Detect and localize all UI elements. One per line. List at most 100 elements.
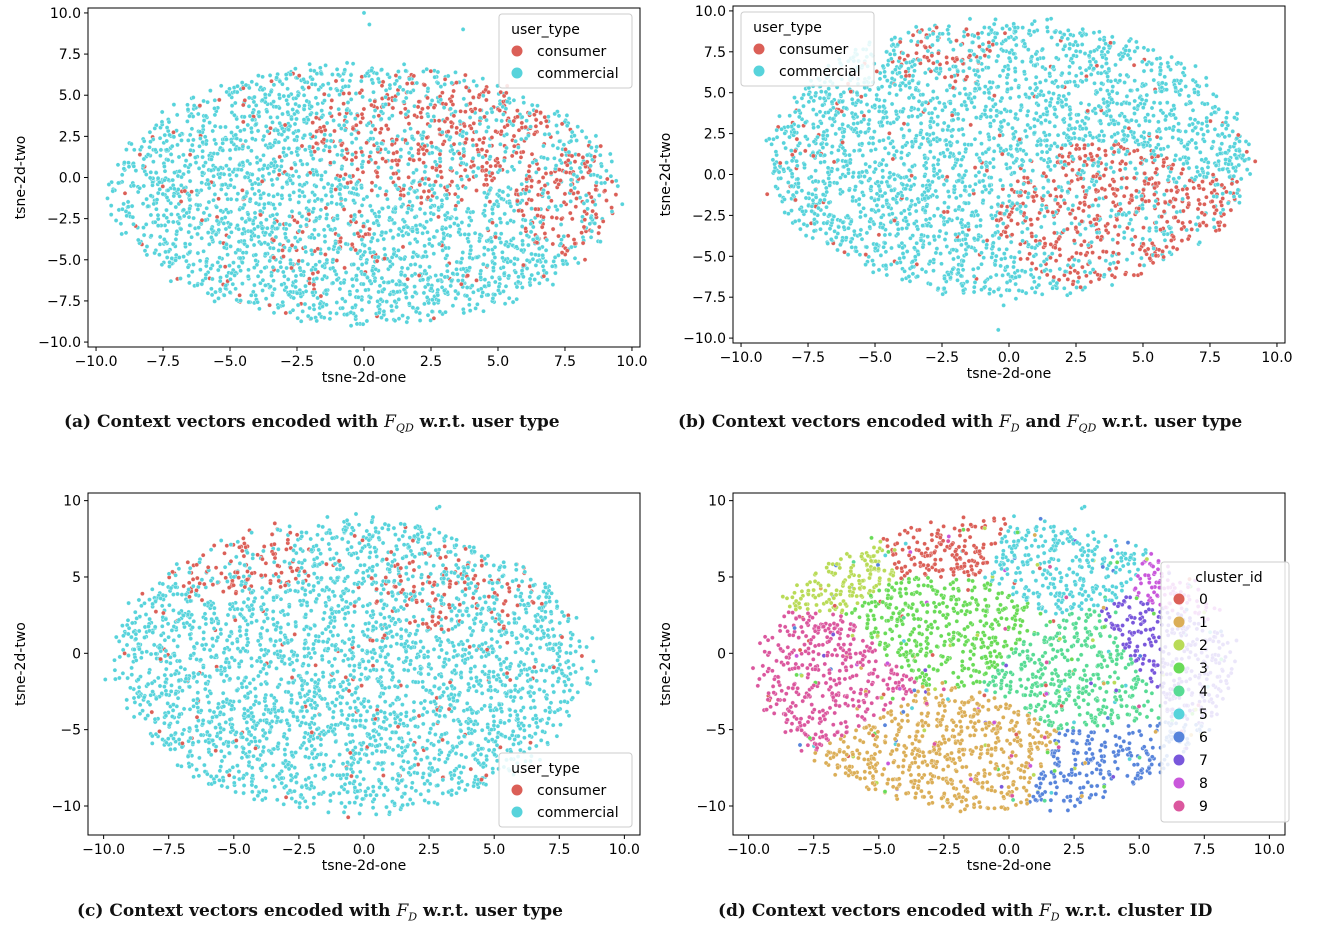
point-commercial [420, 277, 426, 282]
point-commercial [254, 160, 260, 165]
point-commercial [287, 193, 292, 198]
point-commercial [353, 91, 359, 96]
point-commercial [293, 284, 298, 290]
point-commercial [1087, 65, 1092, 71]
point-consumer [418, 110, 423, 115]
point-consumer [323, 252, 328, 257]
point-commercial [167, 264, 172, 269]
point-commercial [209, 292, 215, 298]
point-commercial [506, 295, 512, 301]
point-consumer [489, 178, 495, 183]
point-commercial [223, 192, 229, 197]
point-commercial [568, 138, 574, 144]
point-commercial [530, 160, 536, 165]
point-commercial [1047, 71, 1052, 76]
point-consumer [549, 215, 555, 220]
point-commercial [297, 182, 303, 187]
point-consumer [1131, 272, 1137, 278]
point-consumer [474, 188, 479, 193]
point-commercial [869, 195, 874, 201]
point-commercial [552, 255, 558, 260]
point-commercial [222, 293, 227, 298]
point-commercial [275, 268, 281, 273]
point-commercial [1016, 85, 1021, 90]
point-commercial [466, 223, 472, 228]
point-commercial [508, 218, 513, 223]
point-commercial [1219, 141, 1225, 146]
point-commercial [367, 98, 373, 103]
point-commercial [897, 70, 902, 75]
point-commercial [359, 203, 365, 208]
point-commercial [994, 253, 999, 259]
point-commercial [476, 165, 481, 171]
point-commercial [465, 206, 471, 212]
point-commercial [976, 59, 981, 64]
x-tick-label: 5.0 [487, 354, 509, 370]
point-commercial [315, 101, 320, 107]
point-commercial [449, 147, 455, 153]
point-commercial [285, 109, 290, 115]
point-commercial [362, 243, 367, 248]
point-commercial [316, 87, 321, 92]
point-commercial [167, 260, 172, 265]
point-commercial [184, 258, 189, 264]
point-commercial [246, 274, 251, 279]
point-commercial [377, 185, 383, 191]
point-commercial [958, 42, 964, 48]
point-commercial [212, 123, 218, 129]
point-commercial [361, 196, 366, 202]
point-commercial [1188, 116, 1193, 121]
point-commercial [453, 207, 458, 212]
point-commercial [866, 109, 872, 114]
point-consumer [380, 79, 386, 85]
point-commercial [262, 163, 267, 168]
point-commercial [1203, 75, 1209, 81]
point-commercial [982, 172, 987, 178]
point-commercial [400, 87, 406, 93]
scatter-points [105, 10, 625, 328]
point-commercial [196, 111, 201, 117]
point-commercial [505, 220, 510, 226]
point-commercial [140, 201, 146, 206]
point-commercial [1052, 141, 1057, 146]
point-commercial [450, 156, 455, 162]
point-commercial [1246, 142, 1252, 147]
point-commercial [256, 188, 262, 194]
point-commercial [514, 284, 520, 290]
point-commercial [253, 103, 259, 108]
point-consumer [258, 212, 263, 218]
point-consumer [389, 142, 395, 147]
point-commercial [417, 206, 423, 212]
point-commercial [464, 102, 469, 108]
point-commercial [232, 273, 237, 278]
point-commercial [238, 255, 243, 261]
point-commercial [438, 183, 443, 188]
point-commercial [1002, 256, 1008, 261]
point-commercial [602, 180, 608, 186]
point-commercial [195, 207, 201, 212]
point-commercial [395, 186, 401, 192]
point-commercial [260, 97, 265, 103]
point-commercial [317, 301, 323, 307]
point-commercial [473, 173, 479, 179]
point-consumer [544, 118, 549, 124]
point-commercial [236, 226, 241, 232]
point-commercial [364, 71, 370, 76]
point-commercial [597, 193, 602, 198]
point-consumer [1161, 163, 1166, 169]
point-commercial [275, 115, 280, 120]
point-commercial [253, 293, 258, 298]
point-commercial [467, 302, 472, 308]
point-commercial [233, 286, 238, 292]
point-commercial [320, 82, 326, 88]
point-commercial [1205, 129, 1211, 134]
point-consumer [385, 126, 391, 132]
point-commercial [293, 273, 299, 279]
point-commercial [185, 119, 190, 124]
point-commercial [1052, 124, 1058, 129]
point-consumer [524, 201, 529, 206]
point-commercial [371, 249, 377, 255]
point-commercial [176, 154, 182, 160]
y-tick-label: 0.0 [59, 171, 81, 187]
point-commercial [870, 270, 876, 275]
